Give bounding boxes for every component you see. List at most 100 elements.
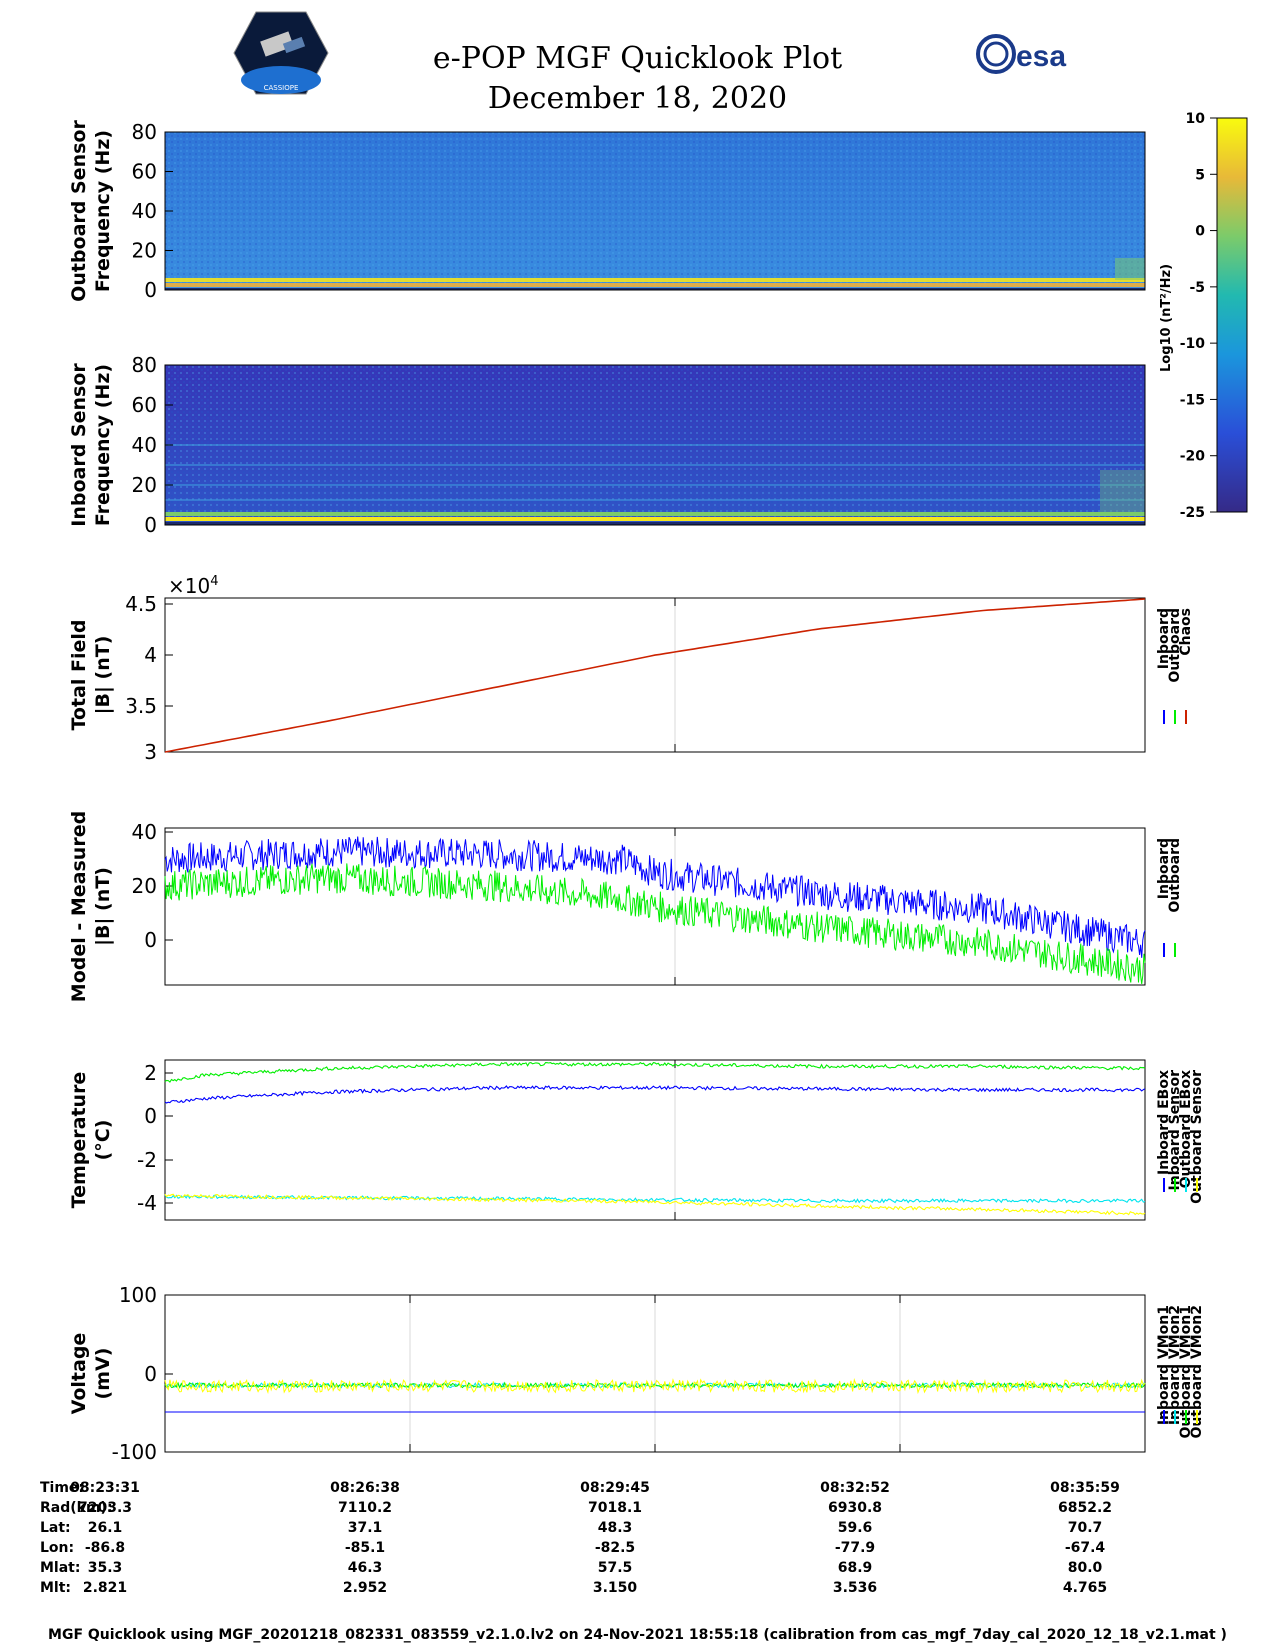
temperature-panel: 2 0 -2 -4 Temperature (°C) Inboard EBoxInboard… [68,1059,1205,1221]
y-tick-label: 80 [132,120,157,144]
legend-entry: Outboard [1167,838,1183,913]
legend-entry: Outboard VMon2 [1189,1305,1205,1439]
y-tick-label: 3.5 [125,694,157,718]
ephemeris-row-label: Mlt: [40,1580,72,1596]
ephemeris-value: 48.3 [597,1520,633,1536]
ephemeris-value: 68.9 [837,1560,873,1576]
ephemeris-value: 08:35:59 [1050,1480,1120,1496]
series-line-outboard-sensor [164,1193,1146,1216]
legend-entry: Chaos [1178,608,1194,656]
y-axis-label: Voltage [68,1333,90,1415]
y-tick-label: 0 [144,1362,157,1386]
y-tick-label: -2 [137,1148,157,1172]
legend-entry: Inboard Sensor [1167,1070,1183,1191]
y-tick-label: 3 [144,740,157,764]
ephemeris-value: 08:23:31 [70,1480,140,1496]
colorbar-tick-label: 10 [1186,111,1206,127]
ephemeris-row-label: Rad(km): [40,1500,113,1516]
inboard-spectrogram-axes: 80 60 40 20 0 Inboard Sensor Frequency (Hz) [68,353,1146,537]
y-tick-label: 4.5 [125,592,157,616]
y-axis-label: Model - Measured [68,811,90,1002]
ephemeris-value: 08:32:52 [820,1480,890,1496]
colorbar-tick-label: -25 [1180,505,1205,521]
y-axis-label: Frequency (Hz) [92,130,114,292]
outboard-spectrogram-axes: 80 60 40 20 0 Outboard Sensor Frequency (Hz) [68,120,1146,302]
ephemeris-value: 7203.3 [77,1500,133,1516]
ephemeris-table: Time: Rad(km): Lat: Lon: Mlat: Mlt: 08:23:31 72… [0,1480,1275,1610]
ephemeris-value: 7018.1 [587,1500,643,1516]
ephemeris-value: 3.150 [592,1580,638,1596]
exponent-label: ×104 [168,574,219,598]
colorbar-tick-label: 0 [1195,224,1205,240]
ephemeris-value: 3.536 [832,1580,878,1596]
y-tick-label: -100 [112,1440,157,1464]
axes-frame [164,1059,1146,1221]
ephemeris-value: 2.821 [82,1580,128,1596]
legend-entry: Inboard VMon2 [1167,1305,1183,1425]
y-tick-label: 100 [119,1283,157,1307]
legend-entry: Inboard EBox [1156,1070,1172,1175]
y-tick-label: 40 [132,433,157,457]
colorbar-label: Log10 (nT²/Hz) [1159,264,1174,372]
esa-logo-text: esa [1016,40,1066,73]
y-axis-label: Inboard Sensor [68,363,90,527]
axes-frame [164,597,1146,753]
ephemeris-row-label: Mlat: [40,1560,81,1576]
y-tick-label: 0 [144,278,157,302]
caption: MGF Quicklook using MGF_20201218_082331_… [48,1627,1227,1643]
ephemeris-value: 2.952 [342,1580,388,1596]
ephemeris-value: 6930.8 [827,1500,883,1516]
colorbar-tick-label: -20 [1180,449,1206,465]
esa-logo: esa [974,33,1094,75]
ephemeris-value: 7110.2 [337,1500,393,1516]
ephemeris-value: 08:26:38 [330,1480,400,1496]
y-axis-label: Total Field [68,619,90,730]
y-tick-label: 60 [132,160,157,184]
y-axis-label: Temperature [68,1072,90,1209]
y-tick-label: 0 [144,513,157,537]
y-tick-label: 0 [144,928,157,952]
y-tick-label: 80 [132,353,157,377]
ephemeris-row-label: Lat: [40,1520,71,1536]
axes-frame [164,827,1146,986]
y-tick-label: 2 [144,1061,157,1085]
legend-entry: Outboard VMon1 [1178,1305,1194,1439]
ephemeris-value: -77.9 [834,1540,876,1556]
y-axis-label: (mV) [92,1348,114,1400]
series-line-outboard [164,863,1146,984]
ephemeris-value: 35.3 [87,1560,123,1576]
y-tick-label: 4 [144,643,157,667]
voltage-panel: 100 0 -100 Voltage (mV) Inboard VMon1Inboard … [68,1283,1205,1464]
y-axis-label: |B| (nT) [92,636,114,715]
ephemeris-value: 59.6 [837,1520,873,1536]
ephemeris-value: 46.3 [347,1560,383,1576]
page-title: e-POP MGF Quicklook Plot [432,41,843,76]
y-tick-label: 20 [132,239,157,263]
ephemeris-value: 37.1 [347,1520,383,1536]
series-line-inboard-sensor [164,1061,1146,1083]
ephemeris-value: 57.5 [597,1560,633,1576]
ephemeris-value: -82.5 [594,1540,636,1556]
total-field-panel: 4.5 4 3.5 3 Total Field |B| (nT) InboardOutboa… [68,592,1194,764]
colorbar-tick-label: -5 [1189,280,1205,296]
series-line-outboard-vmon2 [164,1377,1146,1395]
ephemeris-value: -86.8 [84,1540,126,1556]
legend-entry: Inboard [1156,838,1172,899]
y-tick-label: 20 [132,473,157,497]
y-tick-label: 20 [132,874,157,898]
cassiope-logo: CASSIOPE [232,10,330,96]
series-line-chaos [164,598,1146,753]
colorbar [1216,117,1248,513]
y-axis-label: (°C) [92,1120,114,1161]
series-line-inboard-ebox [164,1085,1146,1104]
ephemeris-row-label: Lon: [40,1540,75,1556]
model-measured-panel: 40 20 0 Model - Measured |B| (nT) InboardOutb… [68,811,1183,1002]
ephemeris-value: 26.1 [87,1520,123,1536]
y-tick-label: 60 [132,393,157,417]
legend-entry: Outboard Sensor [1189,1070,1205,1204]
ephemeris-row-label: Time: [40,1480,85,1496]
ephemeris-value: -67.4 [1064,1540,1106,1556]
inboard-spectrogram [165,365,1145,525]
legend-entry: Inboard VMon1 [1156,1305,1172,1425]
colorbar-ticks: 10 5 0 -5 -10 -15 -20 -25 [1180,111,1217,521]
